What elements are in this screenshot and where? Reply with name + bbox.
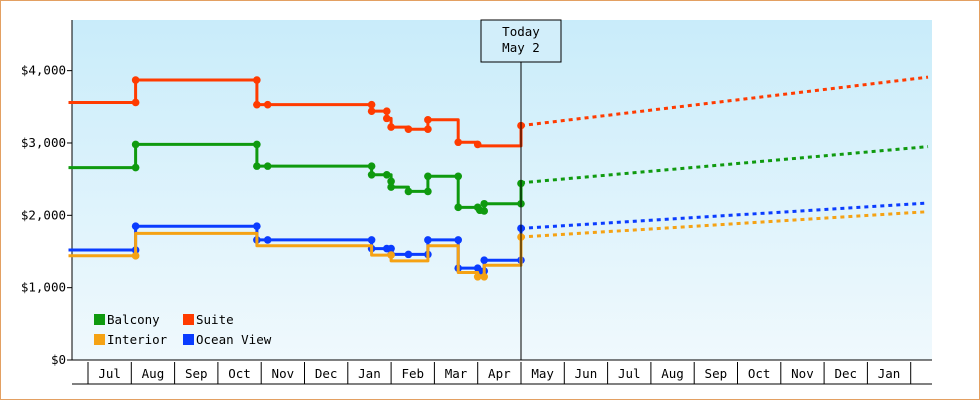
series-point (454, 236, 463, 244)
month-label: Dec (834, 366, 857, 381)
series-point (382, 171, 391, 179)
month-label: Jan (878, 366, 901, 381)
series-point (404, 125, 413, 134)
series-point (454, 138, 463, 147)
series-point (480, 207, 488, 215)
series-point (424, 116, 432, 124)
series-point (424, 172, 432, 181)
series-point (263, 236, 272, 244)
month-label: Feb (401, 366, 424, 381)
month-label: Jun (575, 366, 598, 381)
legend-label: Interior (107, 332, 168, 347)
month-label: Mar (445, 366, 468, 381)
series-point (387, 177, 395, 186)
legend-swatch (183, 314, 194, 325)
forecast-line-ocean-view (520, 201, 929, 230)
series-point (253, 100, 261, 109)
series-point (367, 171, 376, 179)
series-point (454, 172, 463, 181)
series-point (253, 140, 261, 149)
month-label: Nov (791, 366, 814, 381)
series-point (131, 163, 140, 172)
today-label: Today (502, 24, 540, 39)
series-point (253, 222, 261, 230)
series-point (424, 125, 432, 134)
y-tick-label: $2,000 (21, 207, 66, 222)
series-point (480, 199, 488, 208)
month-label: May (531, 366, 554, 381)
legend-label: Ocean View (196, 332, 272, 347)
y-tick-label: $1,000 (21, 280, 66, 295)
series-point (387, 123, 395, 131)
forecast-line-interior (520, 210, 929, 239)
series-point (131, 252, 140, 260)
series-point (387, 183, 395, 191)
series-point (424, 236, 432, 244)
series-point (480, 256, 488, 264)
month-label: Sep (705, 366, 728, 381)
series-point (454, 203, 463, 212)
legend-swatch (183, 334, 194, 345)
month-label: Aug (661, 366, 684, 381)
today-box (480, 19, 562, 63)
today-label: May 2 (502, 40, 540, 55)
legend-swatch (94, 334, 105, 345)
series-point (131, 140, 140, 149)
series-point (253, 162, 261, 170)
y-tick-label: $0 (51, 352, 66, 367)
month-label: Sep (185, 366, 208, 381)
month-label: Oct (748, 366, 771, 381)
series-point (131, 222, 140, 230)
series-point (131, 76, 140, 84)
series-point (387, 244, 395, 253)
legend-label: Balcony (107, 312, 160, 327)
month-label: Dec (315, 366, 338, 381)
series-point (367, 107, 376, 115)
series-point (263, 100, 272, 109)
series-point (480, 273, 488, 281)
series-point (367, 162, 376, 170)
series-point (387, 251, 395, 259)
series-point (253, 76, 261, 84)
month-label: Aug (142, 366, 165, 381)
month-label: Jul (618, 366, 641, 381)
y-tick-label: $3,000 (21, 135, 66, 150)
series-point (404, 250, 413, 259)
series-point (382, 107, 391, 115)
plot-area (72, 20, 932, 360)
series-point (382, 114, 391, 123)
legend-swatch (94, 314, 105, 325)
series-point (473, 273, 482, 281)
month-label: Apr (488, 366, 511, 381)
legend-label: Suite (196, 312, 234, 327)
month-label: Jul (98, 366, 121, 381)
series-line-suite (68, 78, 523, 148)
y-tick-label: $4,000 (21, 63, 66, 78)
series-point (424, 187, 432, 196)
series-point (404, 187, 413, 196)
series-point (263, 162, 272, 170)
month-label: Oct (228, 366, 251, 381)
series-point (131, 98, 140, 107)
month-label: Nov (272, 366, 295, 381)
series-point (473, 140, 482, 149)
series-point (367, 100, 376, 109)
series-point (367, 236, 376, 244)
month-label: Jan (358, 366, 381, 381)
